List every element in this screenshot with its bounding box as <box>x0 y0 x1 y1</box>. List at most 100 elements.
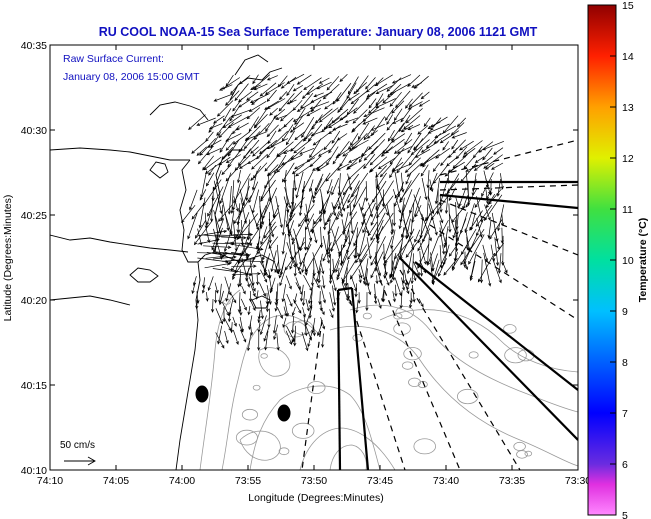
current-vector <box>221 236 247 240</box>
current-vector <box>373 252 378 266</box>
current-vector <box>442 141 449 151</box>
current-vector <box>268 269 272 279</box>
current-vector <box>370 116 386 137</box>
current-vector <box>417 228 431 252</box>
current-vector <box>370 123 385 131</box>
current-vector <box>293 299 302 314</box>
contour-line <box>349 304 578 413</box>
current-vector <box>410 139 430 156</box>
current-vector <box>365 84 376 93</box>
current-vector <box>463 140 483 155</box>
current-vector <box>339 107 358 121</box>
current-vector <box>191 140 207 154</box>
current-vector <box>365 181 369 202</box>
current-vector <box>339 74 348 82</box>
current-vector <box>253 114 268 129</box>
current-vector <box>326 76 340 91</box>
current-vector <box>257 314 261 324</box>
current-vector <box>411 284 416 303</box>
current-vector <box>188 114 206 131</box>
current-vectors <box>181 73 508 352</box>
current-vector <box>437 258 447 277</box>
current-vector <box>310 217 322 233</box>
current-vector <box>281 154 303 165</box>
current-vector <box>455 196 460 210</box>
current-vector <box>266 75 278 81</box>
x-axis: 74:10 74:05 74:00 73:55 73:50 73:45 73:40 73:35… <box>37 45 591 487</box>
current-vector <box>301 290 306 307</box>
coast-segment <box>50 295 131 306</box>
current-vector <box>229 106 240 122</box>
current-vector <box>489 218 503 240</box>
current-vector <box>303 77 322 90</box>
current-vector <box>427 123 450 134</box>
current-vector <box>391 133 406 143</box>
current-vector <box>207 139 222 148</box>
current-vector <box>325 164 342 182</box>
current-vector <box>405 172 412 185</box>
current-vector <box>469 210 483 231</box>
current-vector <box>389 267 394 279</box>
current-vector <box>222 307 226 323</box>
current-vector <box>222 114 242 129</box>
x-tick-label: 73:55 <box>235 475 261 487</box>
current-vector <box>215 332 225 349</box>
current-vector <box>394 172 401 198</box>
current-vector <box>302 307 306 318</box>
current-vector <box>227 115 249 128</box>
current-vector <box>306 83 324 95</box>
current-vector <box>349 186 367 216</box>
current-vector <box>181 204 196 224</box>
current-vector <box>259 197 270 228</box>
current-vector <box>212 227 223 253</box>
swath-lines <box>301 139 578 470</box>
current-vector <box>225 90 240 106</box>
current-vector <box>322 83 340 100</box>
current-vector <box>417 212 431 244</box>
current-vector <box>233 196 239 212</box>
current-vector <box>392 117 404 124</box>
current-vector <box>412 260 420 277</box>
current-vector <box>419 242 427 265</box>
x-tick-label: 73:30 <box>565 475 591 487</box>
current-vector <box>375 219 384 238</box>
current-vector <box>301 170 314 193</box>
current-vector <box>312 227 318 244</box>
contour-loop <box>252 384 261 391</box>
current-vector <box>243 131 261 150</box>
current-vector <box>387 130 395 142</box>
current-vector <box>205 131 214 142</box>
current-vector <box>363 153 376 170</box>
current-vector <box>394 187 403 199</box>
current-vector <box>249 323 254 336</box>
current-vector <box>234 83 249 102</box>
current-vector <box>362 202 376 234</box>
current-vector <box>274 291 278 306</box>
current-vector <box>191 202 205 220</box>
current-vector <box>261 236 271 261</box>
current-vector <box>353 98 368 114</box>
current-vector <box>259 315 267 336</box>
current-vector <box>251 189 260 214</box>
current-vector <box>253 83 268 91</box>
current-vector <box>434 177 440 205</box>
current-vector <box>267 163 285 176</box>
current-vector <box>250 300 256 312</box>
swath-line-dashed <box>379 279 461 470</box>
current-vector <box>342 173 359 196</box>
current-vector <box>326 179 333 195</box>
current-vector <box>229 243 240 266</box>
current-vector <box>276 155 294 173</box>
annotation-line-1: Raw Surface Current: <box>63 53 164 65</box>
current-vector <box>374 293 378 305</box>
current-vector <box>375 212 394 239</box>
current-vector <box>409 187 420 214</box>
current-vector <box>236 203 241 234</box>
current-vector <box>350 133 359 146</box>
current-vector <box>213 115 225 124</box>
current-vector <box>263 258 268 277</box>
current-vector <box>257 331 261 351</box>
current-vector <box>474 156 485 164</box>
current-vector <box>240 330 247 343</box>
current-vector <box>452 226 458 239</box>
